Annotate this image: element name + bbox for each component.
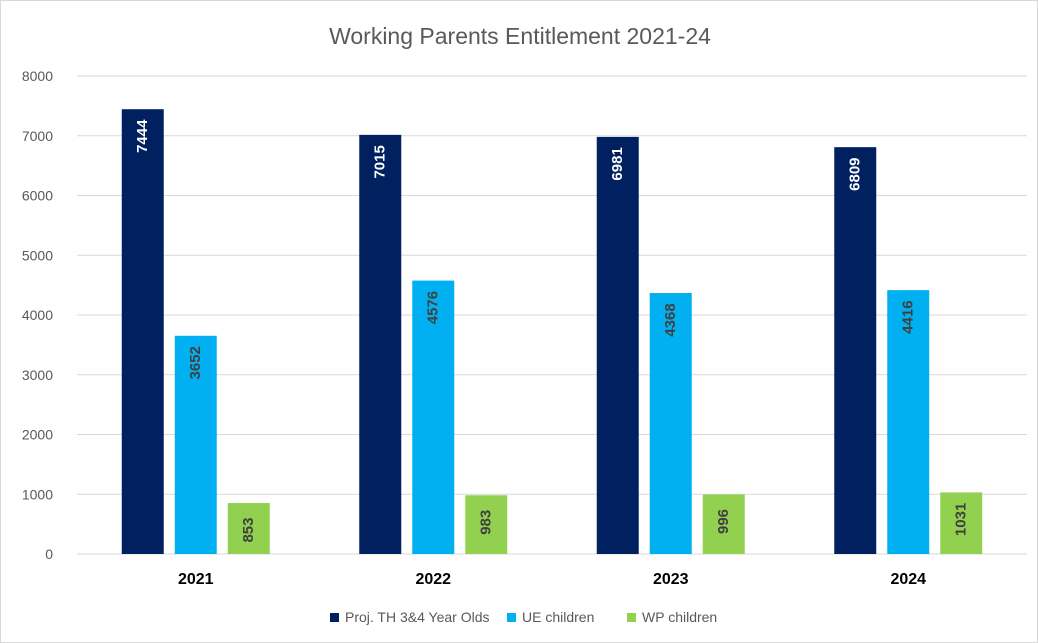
y-tick-label: 4000 xyxy=(22,307,53,323)
legend-label: UE children xyxy=(522,609,594,625)
data-label: 4368 xyxy=(662,303,679,336)
data-label: 4416 xyxy=(900,300,917,333)
x-category-label: 2022 xyxy=(415,571,451,588)
x-category-label: 2021 xyxy=(178,571,214,588)
data-label: 4576 xyxy=(425,291,442,324)
data-labels: 7444 3652 853 7015 4576 983 6981 4368 996 6809 441… xyxy=(134,119,970,543)
legend-label: WP children xyxy=(642,609,717,625)
bar-2022-series-2 xyxy=(465,495,508,554)
y-tick-label: 8000 xyxy=(22,68,53,84)
data-label: 7444 xyxy=(134,119,151,153)
bar-2023-series-2 xyxy=(702,494,745,554)
bars xyxy=(121,109,983,555)
bar-2021-series-2 xyxy=(227,503,270,554)
bar-2021-series-0 xyxy=(121,109,164,554)
legend-label: Proj. TH 3&4 Year Olds xyxy=(345,609,489,625)
y-axis-ticks: 0 1000 2000 3000 4000 5000 6000 7000 8000 xyxy=(22,68,53,562)
data-label: 1031 xyxy=(953,503,970,536)
x-category-label: 2023 xyxy=(653,571,689,588)
chart-title: Working Parents Entitlement 2021-24 xyxy=(329,23,711,49)
legend-swatch xyxy=(627,613,636,622)
data-label: 6809 xyxy=(847,157,864,190)
data-label: 983 xyxy=(478,510,495,535)
legend-swatch xyxy=(330,613,339,622)
bar-2024-series-2 xyxy=(940,492,983,554)
data-label: 853 xyxy=(240,518,257,543)
y-tick-label: 0 xyxy=(45,546,53,562)
data-label: 996 xyxy=(715,509,732,534)
data-label: 6981 xyxy=(609,147,626,180)
bar-2021-series-1 xyxy=(174,335,217,554)
y-tick-label: 6000 xyxy=(22,188,53,204)
y-tick-label: 2000 xyxy=(22,427,53,443)
bar-2022-series-1 xyxy=(412,280,455,554)
bar-2024-series-0 xyxy=(834,147,877,555)
legend: Proj. TH 3&4 Year Olds UE children WP chil… xyxy=(330,609,717,625)
x-axis-categories: 2021 2022 2023 2024 xyxy=(178,571,926,588)
y-tick-label: 5000 xyxy=(22,247,53,263)
bar-2023-series-1 xyxy=(649,293,692,554)
data-label: 3652 xyxy=(187,346,204,379)
y-tick-label: 3000 xyxy=(22,367,53,383)
bar-2024-series-1 xyxy=(887,290,930,554)
legend-swatch xyxy=(507,613,516,622)
bar-2023-series-0 xyxy=(596,136,639,554)
y-tick-label: 1000 xyxy=(22,486,53,502)
gridlines xyxy=(77,75,1027,555)
x-category-label: 2024 xyxy=(890,571,926,588)
y-tick-label: 7000 xyxy=(22,128,53,144)
bar-2022-series-0 xyxy=(359,134,402,554)
data-label: 7015 xyxy=(372,145,389,178)
